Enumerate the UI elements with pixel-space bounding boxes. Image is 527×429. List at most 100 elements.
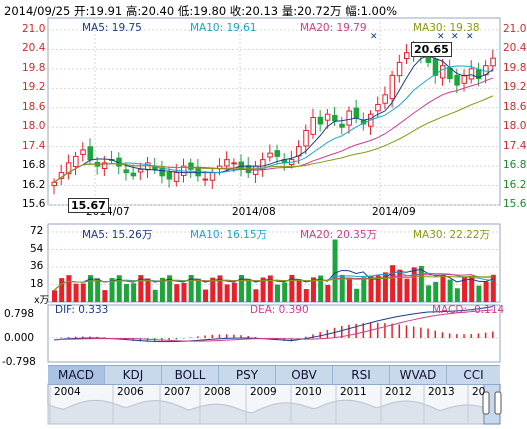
tab-cci[interactable]: CCI (463, 368, 484, 382)
price-ytick-right: 21.0 (503, 23, 527, 35)
macd-ytick-top: 0.798 (4, 308, 35, 320)
navigator-year-label: 2013 (428, 386, 455, 398)
volume-bar (289, 274, 295, 302)
tab-obv[interactable]: OBV (276, 366, 333, 384)
vol-ma20-label: MA20: 20.35万 (300, 229, 378, 241)
volume-ytick: 54 (30, 242, 44, 255)
volume-bar (462, 276, 468, 302)
tab-wvad[interactable]: WVAD (390, 366, 447, 384)
volume-bar (210, 277, 216, 302)
volume-bar (411, 267, 417, 302)
candle-body (224, 159, 230, 167)
price-ytick-left: 18.0 (22, 120, 46, 133)
volume-bar (282, 282, 288, 302)
volume-bar (310, 277, 316, 302)
candle-body (87, 146, 93, 161)
tab-macd[interactable]: MACD (48, 366, 105, 384)
candle-body (51, 181, 57, 187)
macd-value-label: MACD: -0.114 (432, 304, 505, 316)
volume-bar (346, 279, 352, 302)
candle-body (310, 117, 316, 135)
candle-body (123, 169, 129, 174)
volume-bar (354, 288, 360, 302)
candle-body (188, 162, 194, 170)
candle-body (209, 172, 216, 181)
price-ytick-right: 18.6 (503, 100, 527, 113)
volume-bar (368, 275, 374, 302)
event-marker-icon: ✕ (437, 32, 445, 42)
candle-body (461, 74, 468, 84)
tab-kdj[interactable]: KDJ (105, 366, 162, 384)
candle-body (389, 74, 396, 100)
volume-bar (476, 285, 482, 302)
volume-bar (95, 278, 101, 302)
volume-bar (325, 284, 331, 302)
navigator-year-label: 2007 (164, 386, 191, 398)
candle-body (159, 167, 165, 177)
volume-bar (138, 275, 144, 302)
candle-body (403, 52, 410, 60)
candle-body (346, 110, 352, 126)
volume-bar (174, 284, 180, 302)
volume-bar (490, 274, 496, 302)
candle-body (439, 65, 446, 79)
price-ytick-left: 18.6 (22, 100, 46, 113)
navigator-year-label: 2009 (250, 386, 277, 398)
volume-bar (440, 274, 446, 302)
volume-ytick: 18 (30, 277, 44, 290)
candle-body (80, 149, 86, 155)
candle-body (375, 104, 381, 112)
candle-body (231, 162, 237, 165)
price-ma10-label: MA10: 19.61 (190, 22, 257, 34)
candle-body (317, 116, 324, 125)
volume-bar (203, 289, 209, 302)
tab-psy[interactable]: PSY (219, 366, 276, 384)
low-price-callout: 15.67 (68, 198, 109, 213)
tab-rsi[interactable]: RSI (333, 366, 390, 384)
volume-ma30-line (53, 275, 493, 291)
navigator-right-handle[interactable] (494, 391, 502, 415)
macd-panel-frame (47, 304, 501, 363)
tab-boll[interactable]: BOLL (162, 366, 219, 384)
volume-bar (224, 284, 230, 302)
macd-dif-label: DIF: 0.333 (55, 304, 109, 316)
candle-body (332, 115, 338, 122)
candle-body (166, 171, 173, 180)
navigator-year-label: 20 (472, 386, 486, 398)
volume-bar (167, 275, 173, 302)
price-ma30-label: MA30: 19.38 (413, 22, 480, 34)
price-ytick-right: 16.2 (503, 178, 527, 191)
volume-bar (195, 278, 201, 302)
volume-ytick: 36 (30, 260, 44, 272)
volume-bar (303, 289, 309, 302)
price-ytick-left: 16.8 (22, 159, 46, 172)
volume-bar (231, 282, 237, 302)
candle-body (73, 155, 79, 167)
candle-body (382, 94, 388, 104)
price-ytick-right: 17.4 (503, 139, 527, 152)
macd-ytick-zero: 0.000 (4, 332, 35, 344)
candle-body (267, 152, 273, 158)
x-tick-aug: 2014/08 (232, 206, 276, 218)
volume-bar (433, 281, 439, 302)
price-ma10-line (53, 65, 493, 183)
volume-bar (483, 281, 489, 302)
candle-body (339, 123, 345, 128)
volume-bar (260, 277, 266, 302)
price-ytick-left: 15.6 (22, 198, 46, 210)
price-ma5-line (53, 55, 494, 183)
candle-body (173, 172, 180, 182)
volume-bar (447, 279, 453, 302)
volume-bar (296, 279, 302, 302)
navigator-left-handle[interactable] (482, 391, 490, 415)
navigator-year-label: 2012 (385, 386, 412, 398)
candle-body (396, 61, 403, 77)
event-marker-icon: ✕ (451, 32, 459, 42)
volume-bar (131, 283, 137, 302)
candle-body (65, 162, 72, 175)
price-ma5-label: MA5: 19.75 (82, 22, 142, 34)
volume-bar (275, 284, 280, 302)
high-price-callout: 20.65 (411, 42, 452, 57)
navigator-area (47, 399, 501, 425)
